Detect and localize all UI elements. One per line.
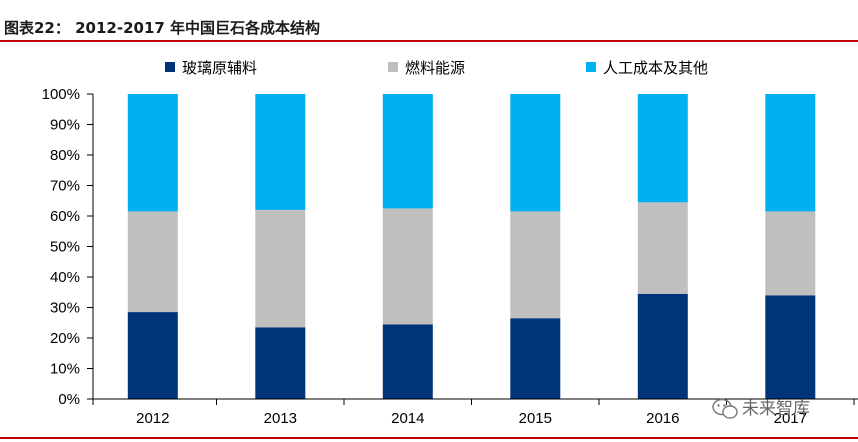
y-tick-label: 80% <box>50 147 80 164</box>
x-tick-label: 2017 <box>774 410 807 427</box>
bar-segment-2016-0 <box>637 293 688 399</box>
legend: 玻璃原辅料 燃料能源 人工成本及其他 <box>165 59 708 77</box>
y-tick-label: 70% <box>50 178 80 195</box>
legend-label: 人工成本及其他 <box>603 59 708 77</box>
legend-swatch <box>165 62 175 72</box>
x-tick-label: 2014 <box>391 410 424 427</box>
bar-segment-2013-2 <box>255 94 306 210</box>
x-tick-label: 2015 <box>519 410 552 427</box>
x-tick-label: 2012 <box>136 410 169 427</box>
x-tick-label: 2013 <box>264 410 297 427</box>
bar-segment-2015-0 <box>510 318 561 399</box>
bar-segment-2017-1 <box>765 211 816 296</box>
x-tick-label: 2016 <box>646 410 679 427</box>
bar-segment-2016-2 <box>637 94 688 203</box>
y-tick-label: 90% <box>50 117 80 134</box>
bar-segment-2012-1 <box>127 211 178 312</box>
bottom-rule <box>0 437 858 439</box>
watermark-text: 未来智库 <box>742 399 810 419</box>
bar-segment-2017-0 <box>765 295 816 399</box>
bar-segment-2014-1 <box>382 208 433 325</box>
y-tick-label: 60% <box>50 208 80 225</box>
bar-segment-2014-2 <box>382 94 433 209</box>
axes: 2012 2013 2014 2015 2016 2017 0% 10% 20% 30% 40% 50… <box>42 86 858 427</box>
legend-swatch <box>586 62 596 72</box>
legend-label: 玻璃原辅料 <box>182 59 257 77</box>
bar-segment-2013-1 <box>255 209 306 328</box>
bar-segment-2015-2 <box>510 94 561 212</box>
y-tick-label: 10% <box>50 361 80 378</box>
title-rule <box>0 40 858 42</box>
bar-segment-2015-1 <box>510 211 561 319</box>
bar-segment-2012-2 <box>127 94 178 212</box>
y-tick-label: 50% <box>50 239 80 256</box>
figure-title: 图表22： 2012-2017 年中国巨石各成本结构 <box>4 19 321 37</box>
y-tick-label: 100% <box>42 86 80 103</box>
bar-segment-2013-0 <box>255 327 306 399</box>
bar-segment-2014-0 <box>382 324 433 399</box>
bar-segment-2012-0 <box>127 312 178 399</box>
y-tick-label: 40% <box>50 269 80 286</box>
y-tick-label: 20% <box>50 330 80 347</box>
legend-label: 燃料能源 <box>405 59 465 77</box>
watermark: 未来智库 <box>712 398 810 419</box>
y-tick-label: 0% <box>58 391 80 408</box>
legend-swatch <box>388 62 398 72</box>
wechat-icon <box>712 398 738 419</box>
bars <box>127 94 816 399</box>
bar-segment-2016-1 <box>637 202 688 294</box>
y-tick-label: 30% <box>50 300 80 317</box>
bar-segment-2017-2 <box>765 94 816 212</box>
